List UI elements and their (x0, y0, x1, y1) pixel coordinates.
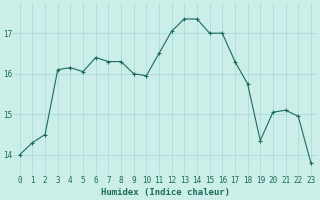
X-axis label: Humidex (Indice chaleur): Humidex (Indice chaleur) (101, 188, 230, 197)
